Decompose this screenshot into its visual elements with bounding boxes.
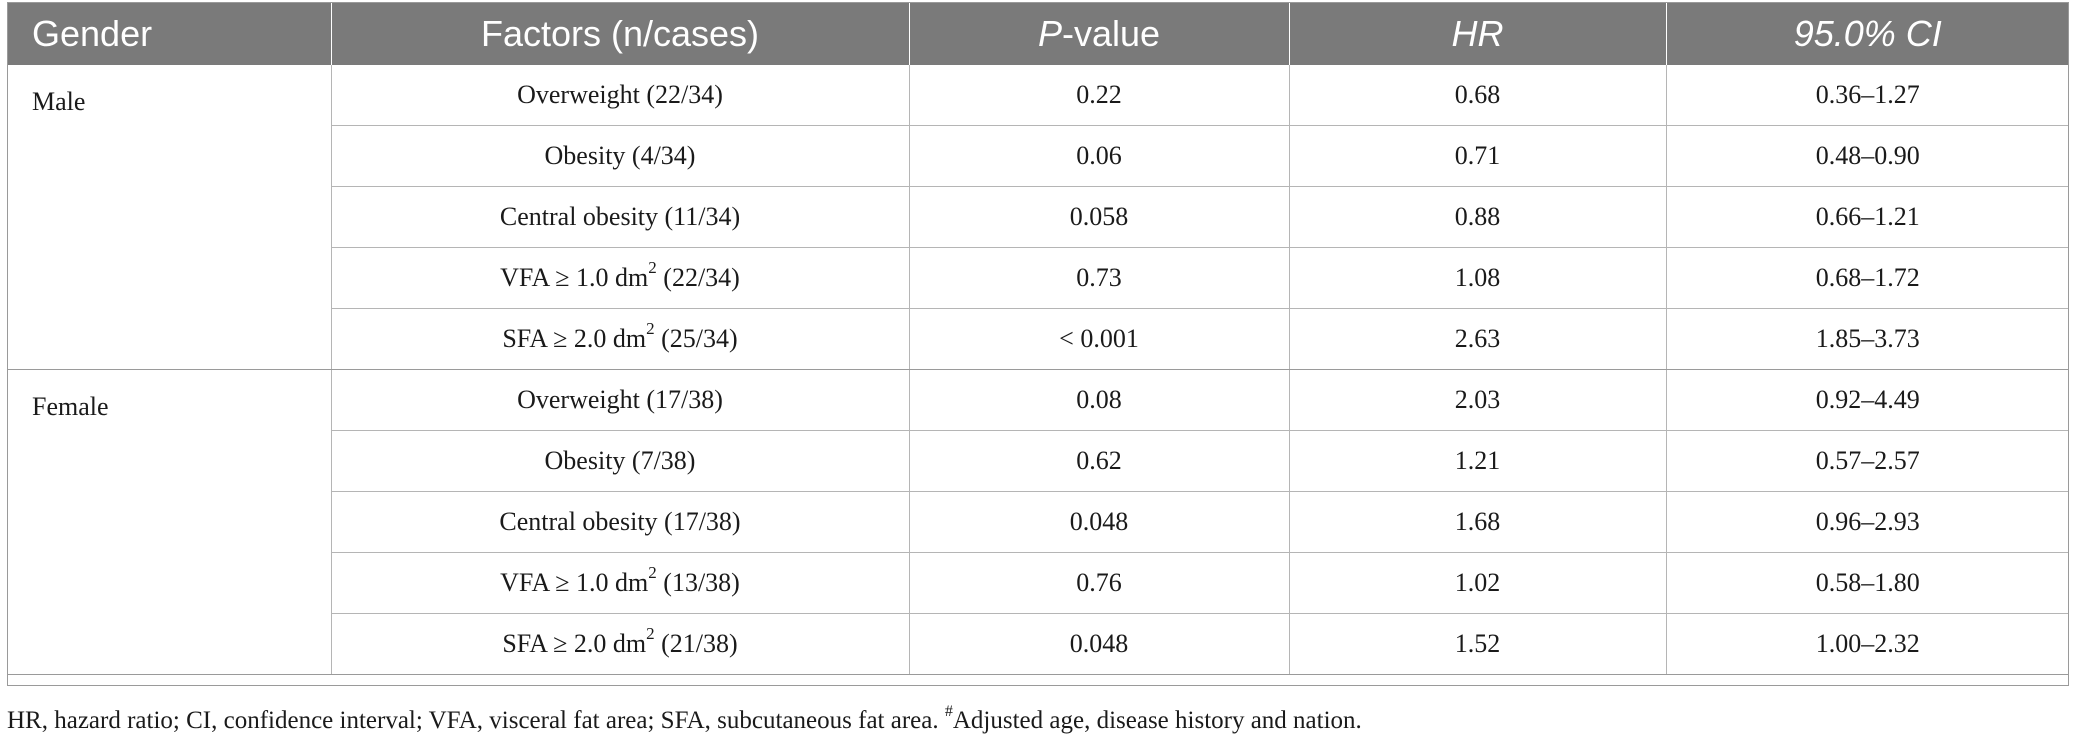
hr-cell: 0.68 bbox=[1288, 65, 1666, 126]
factor-cell: SFA ≥ 2.0 dm2 (21/38) bbox=[330, 613, 909, 675]
table-row: VFA ≥ 1.0 dm2 (22/34) 0.73 1.08 0.68–1.72 bbox=[7, 247, 2069, 309]
hr-cell: 2.63 bbox=[1288, 308, 1666, 370]
table-row: SFA ≥ 2.0 dm2 (25/34) < 0.001 2.63 1.85–3.7… bbox=[7, 308, 2069, 370]
table-row: Male Overweight (22/34) 0.22 0.68 0.36–1.27 bbox=[7, 65, 2069, 370]
header-ci: 95.0% CI bbox=[1665, 2, 2069, 65]
header-factors: Factors (n/cases) bbox=[330, 2, 909, 65]
p-value-cell: 0.62 bbox=[908, 430, 1289, 492]
factor-cell: Central obesity (11/34) bbox=[330, 186, 909, 248]
factor-cell: Obesity (7/38) bbox=[330, 430, 909, 492]
header-gender: Gender bbox=[7, 2, 331, 65]
header-p-value: P-value bbox=[908, 2, 1289, 65]
table-body: Male Overweight (22/34) 0.22 0.68 0.36–1.27 O… bbox=[7, 65, 2069, 675]
factor-cell: Overweight (17/38) bbox=[330, 369, 909, 431]
ci-cell: 0.68–1.72 bbox=[1665, 247, 2069, 309]
table-row: Obesity (7/38) 0.62 1.21 0.57–2.57 bbox=[7, 430, 2069, 492]
p-value-cell: 0.08 bbox=[908, 369, 1289, 431]
results-table: Gender Factors (n/cases) P-value HR 95.0… bbox=[7, 2, 2069, 675]
factor-cell: SFA ≥ 2.0 dm2 (25/34) bbox=[330, 308, 909, 370]
factor-cell: Obesity (4/34) bbox=[330, 125, 909, 187]
p-value-cell: 0.048 bbox=[908, 491, 1289, 553]
hr-cell: 1.08 bbox=[1288, 247, 1666, 309]
table-row: VFA ≥ 1.0 dm2 (13/38) 0.76 1.02 0.58–1.80 bbox=[7, 552, 2069, 614]
table-row: SFA ≥ 2.0 dm2 (21/38) 0.048 1.52 1.00–2.32 bbox=[7, 613, 2069, 675]
header-hr: HR bbox=[1288, 2, 1666, 65]
gender-cell: Female bbox=[7, 369, 331, 675]
ci-cell: 0.96–2.93 bbox=[1665, 491, 2069, 553]
table-row: Obesity (4/34) 0.06 0.71 0.48–0.90 bbox=[7, 125, 2069, 187]
ci-cell: 0.58–1.80 bbox=[1665, 552, 2069, 614]
factor-cell: VFA ≥ 1.0 dm2 (22/34) bbox=[330, 247, 909, 309]
hr-cell: 1.52 bbox=[1288, 613, 1666, 675]
p-value-cell: < 0.001 bbox=[908, 308, 1289, 370]
ci-cell: 0.36–1.27 bbox=[1665, 65, 2069, 126]
ci-cell: 0.66–1.21 bbox=[1665, 186, 2069, 248]
table-row: Central obesity (17/38) 0.048 1.68 0.96–2.9… bbox=[7, 491, 2069, 553]
p-value-cell: 0.22 bbox=[908, 65, 1289, 126]
ci-cell: 0.92–4.49 bbox=[1665, 369, 2069, 431]
hr-cell: 1.21 bbox=[1288, 430, 1666, 492]
hr-cell: 0.88 bbox=[1288, 186, 1666, 248]
hr-cell: 1.02 bbox=[1288, 552, 1666, 614]
table-row: Central obesity (11/34) 0.058 0.88 0.66–1.2… bbox=[7, 186, 2069, 248]
table-row: Female Overweight (17/38) 0.08 2.03 0.92–4.4… bbox=[7, 369, 2069, 675]
p-value-cell: 0.048 bbox=[908, 613, 1289, 675]
hr-cell: 2.03 bbox=[1288, 369, 1666, 431]
ci-cell: 1.85–3.73 bbox=[1665, 308, 2069, 370]
p-value-cell: 0.06 bbox=[908, 125, 1289, 187]
ci-cell: 1.00–2.32 bbox=[1665, 613, 2069, 675]
p-value-cell: 0.73 bbox=[908, 247, 1289, 309]
gender-cell: Male bbox=[7, 65, 331, 370]
p-value-cell: 0.76 bbox=[908, 552, 1289, 614]
header-row: Gender Factors (n/cases) P-value HR 95.0… bbox=[7, 2, 2069, 65]
p-value-cell: 0.058 bbox=[908, 186, 1289, 248]
ci-cell: 0.57–2.57 bbox=[1665, 430, 2069, 492]
factor-cell: Overweight (22/34) bbox=[330, 65, 909, 126]
factor-cell: Central obesity (17/38) bbox=[330, 491, 909, 553]
ci-cell: 0.48–0.90 bbox=[1665, 125, 2069, 187]
hr-cell: 1.68 bbox=[1288, 491, 1666, 553]
table-footnote: HR, hazard ratio; CI, confidence interva… bbox=[7, 702, 1362, 734]
factor-cell: VFA ≥ 1.0 dm2 (13/38) bbox=[330, 552, 909, 614]
hr-cell: 0.71 bbox=[1288, 125, 1666, 187]
